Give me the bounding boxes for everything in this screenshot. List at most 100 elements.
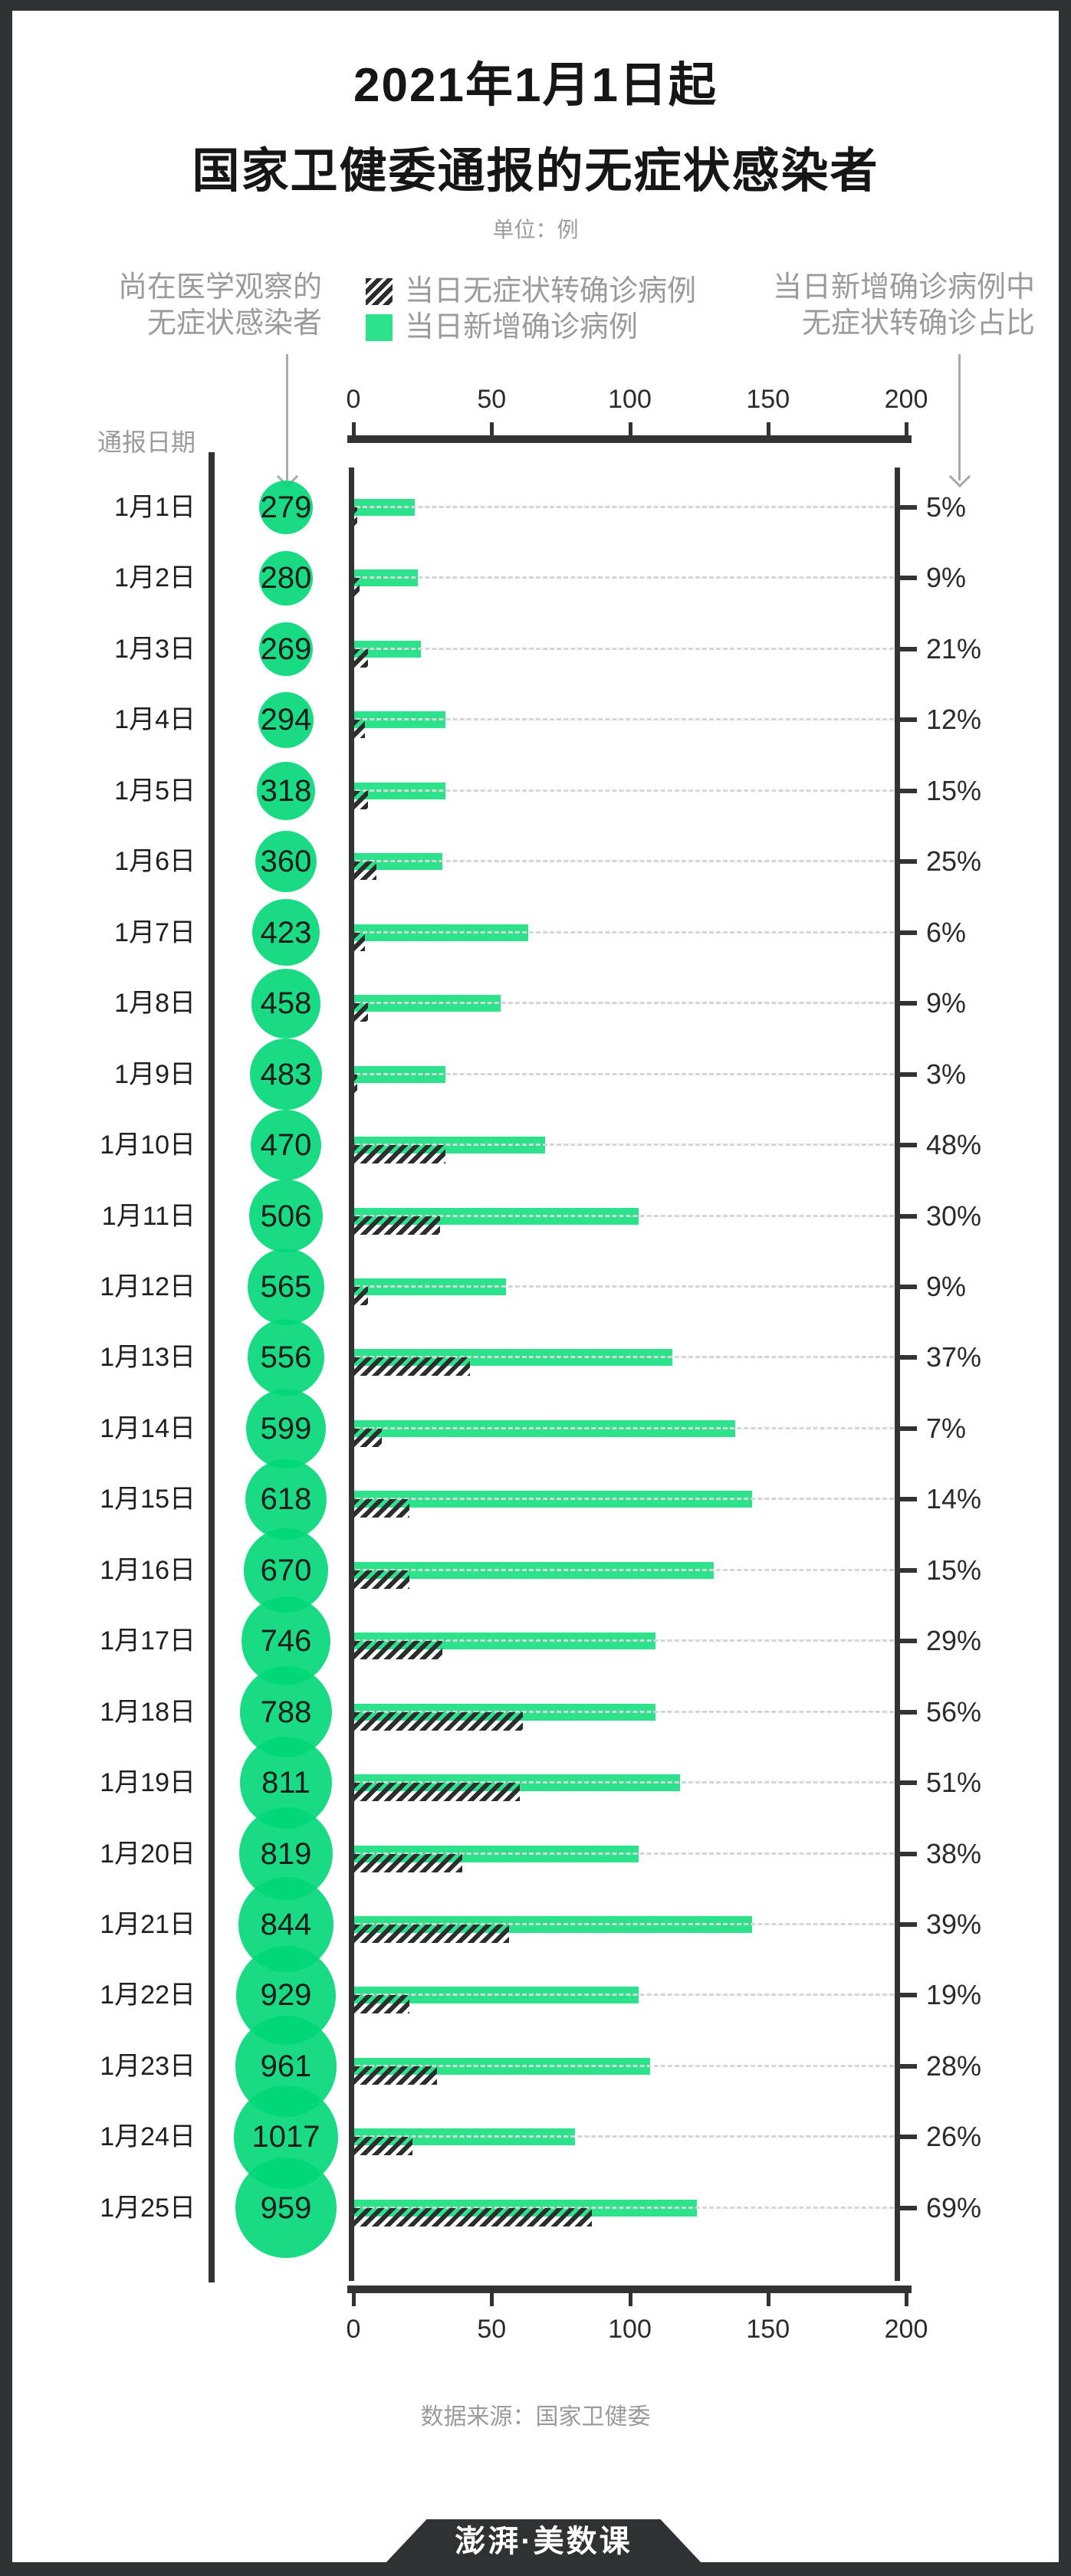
- bottom-axis-bar: [347, 2286, 912, 2293]
- percent-tick: [899, 1284, 917, 1289]
- top-axis-bar: [347, 435, 912, 443]
- leader-line: [356, 1072, 894, 1075]
- observed-circle: [235, 2158, 337, 2259]
- converted-cases-bar: [354, 2066, 438, 2085]
- converted-cases-bar: [354, 648, 369, 668]
- converted-cases-bar: [354, 932, 366, 951]
- axis-tick: [905, 2292, 908, 2306]
- percent-tick: [899, 788, 917, 793]
- row-date-label: 1月14日: [100, 1413, 195, 1443]
- converted-share-label: 3%: [926, 1058, 967, 1090]
- percent-tick: [899, 1780, 917, 1786]
- row-date-label: 1月18日: [100, 1697, 195, 1727]
- row-date-label: 1月19日: [100, 1768, 195, 1798]
- leader-line: [356, 1923, 894, 1925]
- row-date-label: 1月4日: [114, 705, 195, 735]
- converted-hatch-swatch-icon: [366, 278, 393, 305]
- row-date-label: 1月13日: [100, 1343, 195, 1373]
- converted-share-label: 26%: [926, 2121, 982, 2153]
- converted-cases-bar: [354, 1783, 521, 1802]
- converted-cases-bar: [354, 1074, 357, 1093]
- converted-share-label: 28%: [926, 2049, 982, 2082]
- observed-circle: [246, 1388, 326, 1468]
- converted-cases-bar: [354, 1145, 445, 1164]
- converted-share-label: 9%: [926, 562, 967, 594]
- bar-baseline-axis: [349, 468, 354, 2281]
- converted-share-label: 38%: [926, 1837, 982, 1869]
- publisher-logo: 澎湃·美数课: [455, 2525, 632, 2558]
- row-date-label: 1月6日: [114, 847, 195, 877]
- leader-line: [356, 2064, 894, 2067]
- converted-cases-bar: [354, 1570, 410, 1589]
- row-date-label: 1月8日: [114, 989, 195, 1019]
- observed-count-label: 556: [260, 1341, 312, 1375]
- axis-tick: [352, 422, 356, 436]
- observed-count-label: 746: [260, 1624, 312, 1659]
- new-cases-swatch-icon: [366, 314, 393, 341]
- converted-cases-bar: [354, 1711, 523, 1731]
- converted-cases-bar: [354, 2137, 412, 2156]
- axis-tick: [905, 422, 908, 436]
- axis-tick: [490, 2292, 494, 2306]
- observed-count-label: 280: [260, 561, 312, 596]
- observed-circle: [251, 968, 321, 1039]
- observed-count-label: 470: [260, 1128, 312, 1163]
- converted-cases-bar: [354, 790, 369, 809]
- converted-cases-bar: [354, 507, 357, 526]
- row-date-label: 1月20日: [100, 1839, 195, 1869]
- observed-count-label: 483: [260, 1057, 312, 1091]
- percent-tick: [899, 1851, 917, 1856]
- axis-tick: [490, 422, 494, 436]
- leader-line: [356, 789, 894, 792]
- observed-count-label: 811: [261, 1766, 310, 1800]
- converted-share-label: 14%: [926, 1483, 982, 1515]
- leader-line: [356, 1214, 894, 1217]
- observed-circle: [247, 1248, 325, 1326]
- observed-column-label: 尚在医学观察的 无症状感染者: [118, 270, 322, 342]
- leader-line: [356, 2206, 894, 2209]
- leader-line: [356, 1144, 894, 1147]
- percent-tick: [899, 930, 917, 935]
- observed-count-label: 599: [260, 1411, 312, 1446]
- converted-share-label: 51%: [926, 1767, 982, 1799]
- row-date-label: 1月10日: [100, 1130, 195, 1160]
- observed-circle: [252, 899, 320, 966]
- converted-share-label: 25%: [926, 845, 982, 878]
- data-source-label: 数据来源：国家卫健委: [420, 2404, 651, 2430]
- leader-line: [356, 930, 894, 934]
- observed-count-label: 506: [260, 1199, 312, 1233]
- converted-share-label: 7%: [926, 1412, 967, 1444]
- converted-cases-bar: [354, 1286, 369, 1305]
- observed-circle: [251, 1110, 321, 1180]
- leader-line: [356, 576, 894, 579]
- axis-tick-label: 200: [884, 2315, 928, 2344]
- axis-tick: [628, 2292, 632, 2306]
- percent-tick: [899, 859, 917, 865]
- frame-top: [0, 0, 1071, 11]
- axis-tick-label: 0: [346, 385, 361, 414]
- observed-count-label: 788: [260, 1695, 312, 1729]
- converted-share-label: 29%: [926, 1625, 982, 1657]
- share-column-label-line1: 当日新增确诊病例中: [772, 271, 1035, 304]
- converted-share-label: 21%: [926, 632, 982, 665]
- axis-tick: [766, 422, 770, 436]
- axis-tick-label: 150: [746, 2315, 790, 2344]
- leader-line: [356, 1498, 894, 1501]
- observed-count-label: 360: [260, 845, 312, 879]
- converted-share-label: 9%: [926, 987, 967, 1019]
- observed-count-label: 819: [260, 1836, 312, 1871]
- axis-tick: [352, 2292, 356, 2306]
- observed-circle: [258, 691, 314, 748]
- observed-count-label: 618: [260, 1482, 312, 1517]
- observed-circle: [250, 1039, 322, 1111]
- converted-share-label: 12%: [926, 704, 982, 736]
- row-date-label: 1月5日: [114, 776, 195, 806]
- observed-circle: [248, 1319, 324, 1396]
- frame-bottom: [0, 2562, 1071, 2576]
- converted-cases-bar: [354, 1003, 369, 1022]
- converted-share-label: 39%: [926, 1908, 982, 1940]
- legend-new-label: 当日新增确诊病例: [405, 311, 639, 343]
- percent-tick: [899, 2205, 917, 2210]
- row-date-label: 1月2日: [114, 563, 195, 593]
